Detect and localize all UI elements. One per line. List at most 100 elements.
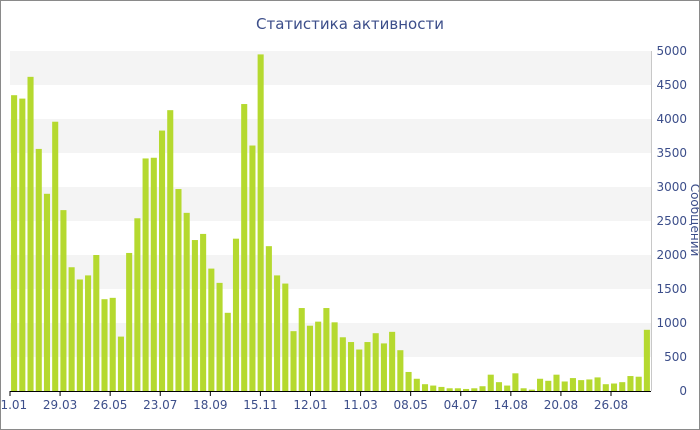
bar <box>421 384 429 391</box>
bar <box>389 331 396 391</box>
x-tick-label: 18.09 <box>193 398 227 412</box>
bar <box>76 279 83 391</box>
bar <box>257 54 264 392</box>
y-tick-label: 2000 <box>656 248 687 262</box>
bar <box>446 388 453 391</box>
bar <box>380 343 387 391</box>
bar <box>528 389 535 391</box>
bar <box>134 218 141 391</box>
y-tick-label: 3500 <box>656 146 687 160</box>
x-tick-label: 12.01 <box>293 398 327 412</box>
x-tick-label: 29.03 <box>43 398 77 412</box>
bar-series <box>11 54 650 392</box>
bar <box>208 268 215 391</box>
bar <box>68 267 75 391</box>
bar <box>101 299 108 391</box>
x-tick-label: 15.11 <box>243 398 277 412</box>
bar <box>183 212 190 391</box>
x-tick-label: 20.08 <box>544 398 578 412</box>
bar <box>158 130 166 391</box>
bar <box>43 193 51 391</box>
bar <box>504 385 511 391</box>
axes <box>10 51 652 392</box>
grid-band <box>10 187 651 221</box>
bar <box>241 104 248 391</box>
y-tick-label: 3000 <box>656 180 687 194</box>
y-tick-label: 500 <box>664 350 687 364</box>
bar <box>315 321 322 391</box>
bar <box>167 110 174 391</box>
bar <box>150 157 157 391</box>
grid-band <box>10 255 651 289</box>
chart-title: Статистика активности <box>256 15 444 33</box>
bar <box>331 322 338 391</box>
bar <box>306 325 313 391</box>
grid-band <box>10 51 651 85</box>
bar <box>216 282 223 391</box>
x-tick-label: 31.01 <box>1 398 27 412</box>
bar <box>471 388 478 391</box>
y-axis-ticks: 0 500 1000 1500 2000 2500 3000 3500 4000 4500 5000 <box>656 44 687 398</box>
bar <box>610 383 618 391</box>
grid-band <box>10 323 651 357</box>
bar <box>175 189 182 391</box>
y-tick-label: 5000 <box>656 44 687 58</box>
bar <box>397 350 404 391</box>
bar <box>561 381 568 391</box>
bar <box>553 374 560 391</box>
bar <box>142 158 149 391</box>
grid-bands <box>10 51 651 357</box>
y-tick-label: 1000 <box>656 316 687 330</box>
bar <box>487 374 494 391</box>
x-tick-label: 04.07 <box>444 398 478 412</box>
bar <box>578 380 585 391</box>
bar <box>479 386 486 391</box>
bar <box>290 331 297 391</box>
bar <box>454 388 461 391</box>
bar <box>232 238 240 391</box>
bar <box>438 386 445 391</box>
bar <box>356 349 363 391</box>
bar <box>594 377 601 391</box>
y-tick-label: 1500 <box>656 282 687 296</box>
bar <box>298 308 305 391</box>
y-tick-label: 0 <box>679 384 687 398</box>
bar <box>93 255 100 391</box>
bar <box>117 336 124 391</box>
x-tick-label: 26.05 <box>93 398 127 412</box>
y-tick-label: 4500 <box>656 78 687 92</box>
bar <box>274 275 281 391</box>
bar <box>635 376 642 391</box>
bar <box>265 246 272 391</box>
y-axis-title: Сообщений <box>688 184 699 257</box>
bar <box>520 388 527 391</box>
bar <box>413 378 420 391</box>
bar <box>52 121 59 391</box>
x-tick-label: 11.03 <box>343 398 377 412</box>
bar <box>60 210 67 391</box>
bar <box>11 95 18 391</box>
bar <box>643 329 650 391</box>
bar <box>495 382 503 391</box>
bar <box>602 384 609 391</box>
bar <box>85 275 92 391</box>
bar <box>619 382 626 391</box>
bar <box>282 283 289 391</box>
grid-band <box>10 119 651 153</box>
bar <box>537 378 544 391</box>
bar <box>405 371 412 391</box>
bar <box>586 379 593 391</box>
bar <box>35 148 42 391</box>
bar <box>191 240 198 391</box>
bar <box>348 342 355 391</box>
x-axis-ticks: 31.01 29.03 26.05 23.07 18.09 15.11 12.01 11.03… <box>1 391 628 412</box>
bar <box>512 373 519 391</box>
bar <box>430 385 437 391</box>
x-tick-label: 14.08 <box>494 398 528 412</box>
bar <box>545 380 552 391</box>
bar <box>224 312 231 391</box>
bar <box>627 376 634 391</box>
bar <box>339 337 346 391</box>
